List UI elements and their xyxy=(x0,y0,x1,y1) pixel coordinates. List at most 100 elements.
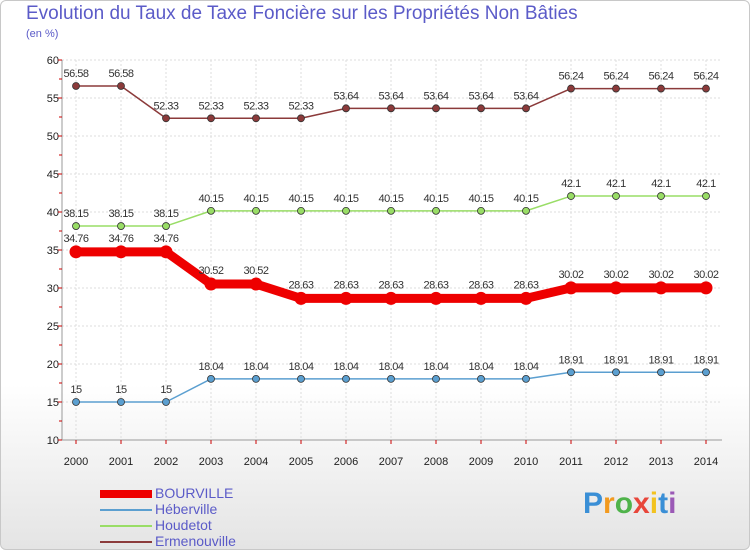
y-tick-label: 50 xyxy=(47,131,59,143)
data-point xyxy=(162,114,170,123)
data-point xyxy=(297,114,305,123)
data-point xyxy=(477,104,485,113)
y-tick-label: 30 xyxy=(47,283,59,295)
data-label: 40.15 xyxy=(468,193,493,205)
data-point xyxy=(387,104,395,113)
logo-letter: t xyxy=(658,487,669,520)
x-tick-label: 2002 xyxy=(154,456,178,468)
logo-letter: o xyxy=(614,487,634,520)
x-tick-label: 2013 xyxy=(649,456,673,468)
data-point xyxy=(702,368,710,377)
data-label: 52.33 xyxy=(198,100,223,112)
y-tick-label: 25 xyxy=(47,321,59,333)
data-point xyxy=(159,245,173,259)
data-point xyxy=(72,82,80,90)
y-axis-ticks: 10 15 20 25 30 35 40 45 50 55 60 xyxy=(47,55,62,447)
data-label: 40.15 xyxy=(243,193,268,205)
legend-item: BOURVILLE xyxy=(100,485,300,501)
data-label: 18.04 xyxy=(333,361,358,373)
data-point xyxy=(69,245,83,259)
data-point xyxy=(612,192,620,200)
data-label: 18.04 xyxy=(198,361,223,373)
data-label: 53.64 xyxy=(378,90,403,102)
data-label: 15 xyxy=(70,384,82,396)
series-bourville: 34.76 34.76 34.76 30.52 30.52 28.63 28.63 28.63… xyxy=(63,233,719,305)
data-label: 30.52 xyxy=(243,265,268,277)
data-label: 18.04 xyxy=(288,361,313,373)
data-point xyxy=(117,82,125,90)
legend-swatch xyxy=(100,525,152,527)
data-label: 52.33 xyxy=(153,100,178,112)
data-point xyxy=(252,114,260,123)
data-point xyxy=(387,374,395,383)
data-label: 34.76 xyxy=(108,233,133,245)
data-label: 30.52 xyxy=(198,265,223,277)
data-point xyxy=(612,368,620,377)
data-point xyxy=(252,206,260,215)
legend-swatch xyxy=(100,541,152,543)
data-point xyxy=(474,291,488,305)
data-point xyxy=(207,206,215,215)
data-label: 18.91 xyxy=(693,354,718,366)
data-point xyxy=(654,281,668,295)
data-point xyxy=(72,398,80,406)
data-label: 53.64 xyxy=(468,90,493,102)
data-label: 28.63 xyxy=(333,279,358,291)
data-point xyxy=(114,245,128,259)
data-label: 28.63 xyxy=(288,279,313,291)
legend-label: Ermenouville xyxy=(155,533,236,549)
chart-subtitle: (en %) xyxy=(26,28,59,40)
series-h-berville: 15 15 15 18.04 18.04 18.04 18.04 18.04 18.04 18.0… xyxy=(70,354,719,406)
data-point xyxy=(567,84,575,93)
x-tick-label: 2007 xyxy=(379,456,403,468)
y-tick-label: 45 xyxy=(47,169,59,181)
data-label: 56.24 xyxy=(603,71,628,83)
y-tick-label: 40 xyxy=(47,207,59,219)
series-houdetot: 38.15 38.15 38.15 40.15 40.15 40.15 40.15 40.15… xyxy=(63,178,717,230)
y-tick-label: 55 xyxy=(47,93,59,105)
data-point xyxy=(522,104,530,113)
data-point xyxy=(702,192,710,200)
data-label: 42.1 xyxy=(606,178,626,190)
y-tick-label: 15 xyxy=(47,397,59,409)
data-label: 15 xyxy=(160,384,172,396)
data-point xyxy=(612,84,620,93)
x-tick-label: 2010 xyxy=(514,456,538,468)
data-label: 18.91 xyxy=(558,354,583,366)
data-point xyxy=(384,291,398,305)
data-label: 18.04 xyxy=(378,361,403,373)
data-label: 56.58 xyxy=(63,68,88,80)
logo-letter: P xyxy=(583,487,604,520)
data-label: 30.02 xyxy=(648,269,673,281)
data-label: 56.24 xyxy=(648,71,673,83)
data-label: 38.15 xyxy=(63,208,88,220)
data-label: 38.15 xyxy=(153,208,178,220)
legend: BOURVILLE Héberville Houdetot Ermenouville xyxy=(100,485,300,549)
data-point xyxy=(162,398,170,406)
data-point xyxy=(294,291,308,305)
data-point xyxy=(117,222,125,230)
data-point xyxy=(162,222,170,230)
legend-label: BOURVILLE xyxy=(155,485,234,501)
legend-item: Héberville xyxy=(100,501,300,517)
data-label: 28.63 xyxy=(468,279,493,291)
logo-letter: i xyxy=(649,487,659,520)
data-label: 38.15 xyxy=(108,208,133,220)
data-point xyxy=(429,291,443,305)
data-point xyxy=(297,374,305,383)
y-tick-label: 35 xyxy=(47,245,59,257)
data-point xyxy=(207,374,215,383)
data-point xyxy=(567,368,575,377)
legend-label: Héberville xyxy=(155,501,218,517)
data-point xyxy=(72,222,80,230)
x-tick-label: 2005 xyxy=(289,456,313,468)
data-label: 40.15 xyxy=(198,193,223,205)
data-label: 18.04 xyxy=(513,361,538,373)
data-label: 18.91 xyxy=(603,354,628,366)
data-label: 18.91 xyxy=(648,354,673,366)
data-point xyxy=(117,398,125,406)
data-label: 18.04 xyxy=(423,361,448,373)
data-label: 53.64 xyxy=(423,90,448,102)
x-tick-label: 2009 xyxy=(469,456,493,468)
